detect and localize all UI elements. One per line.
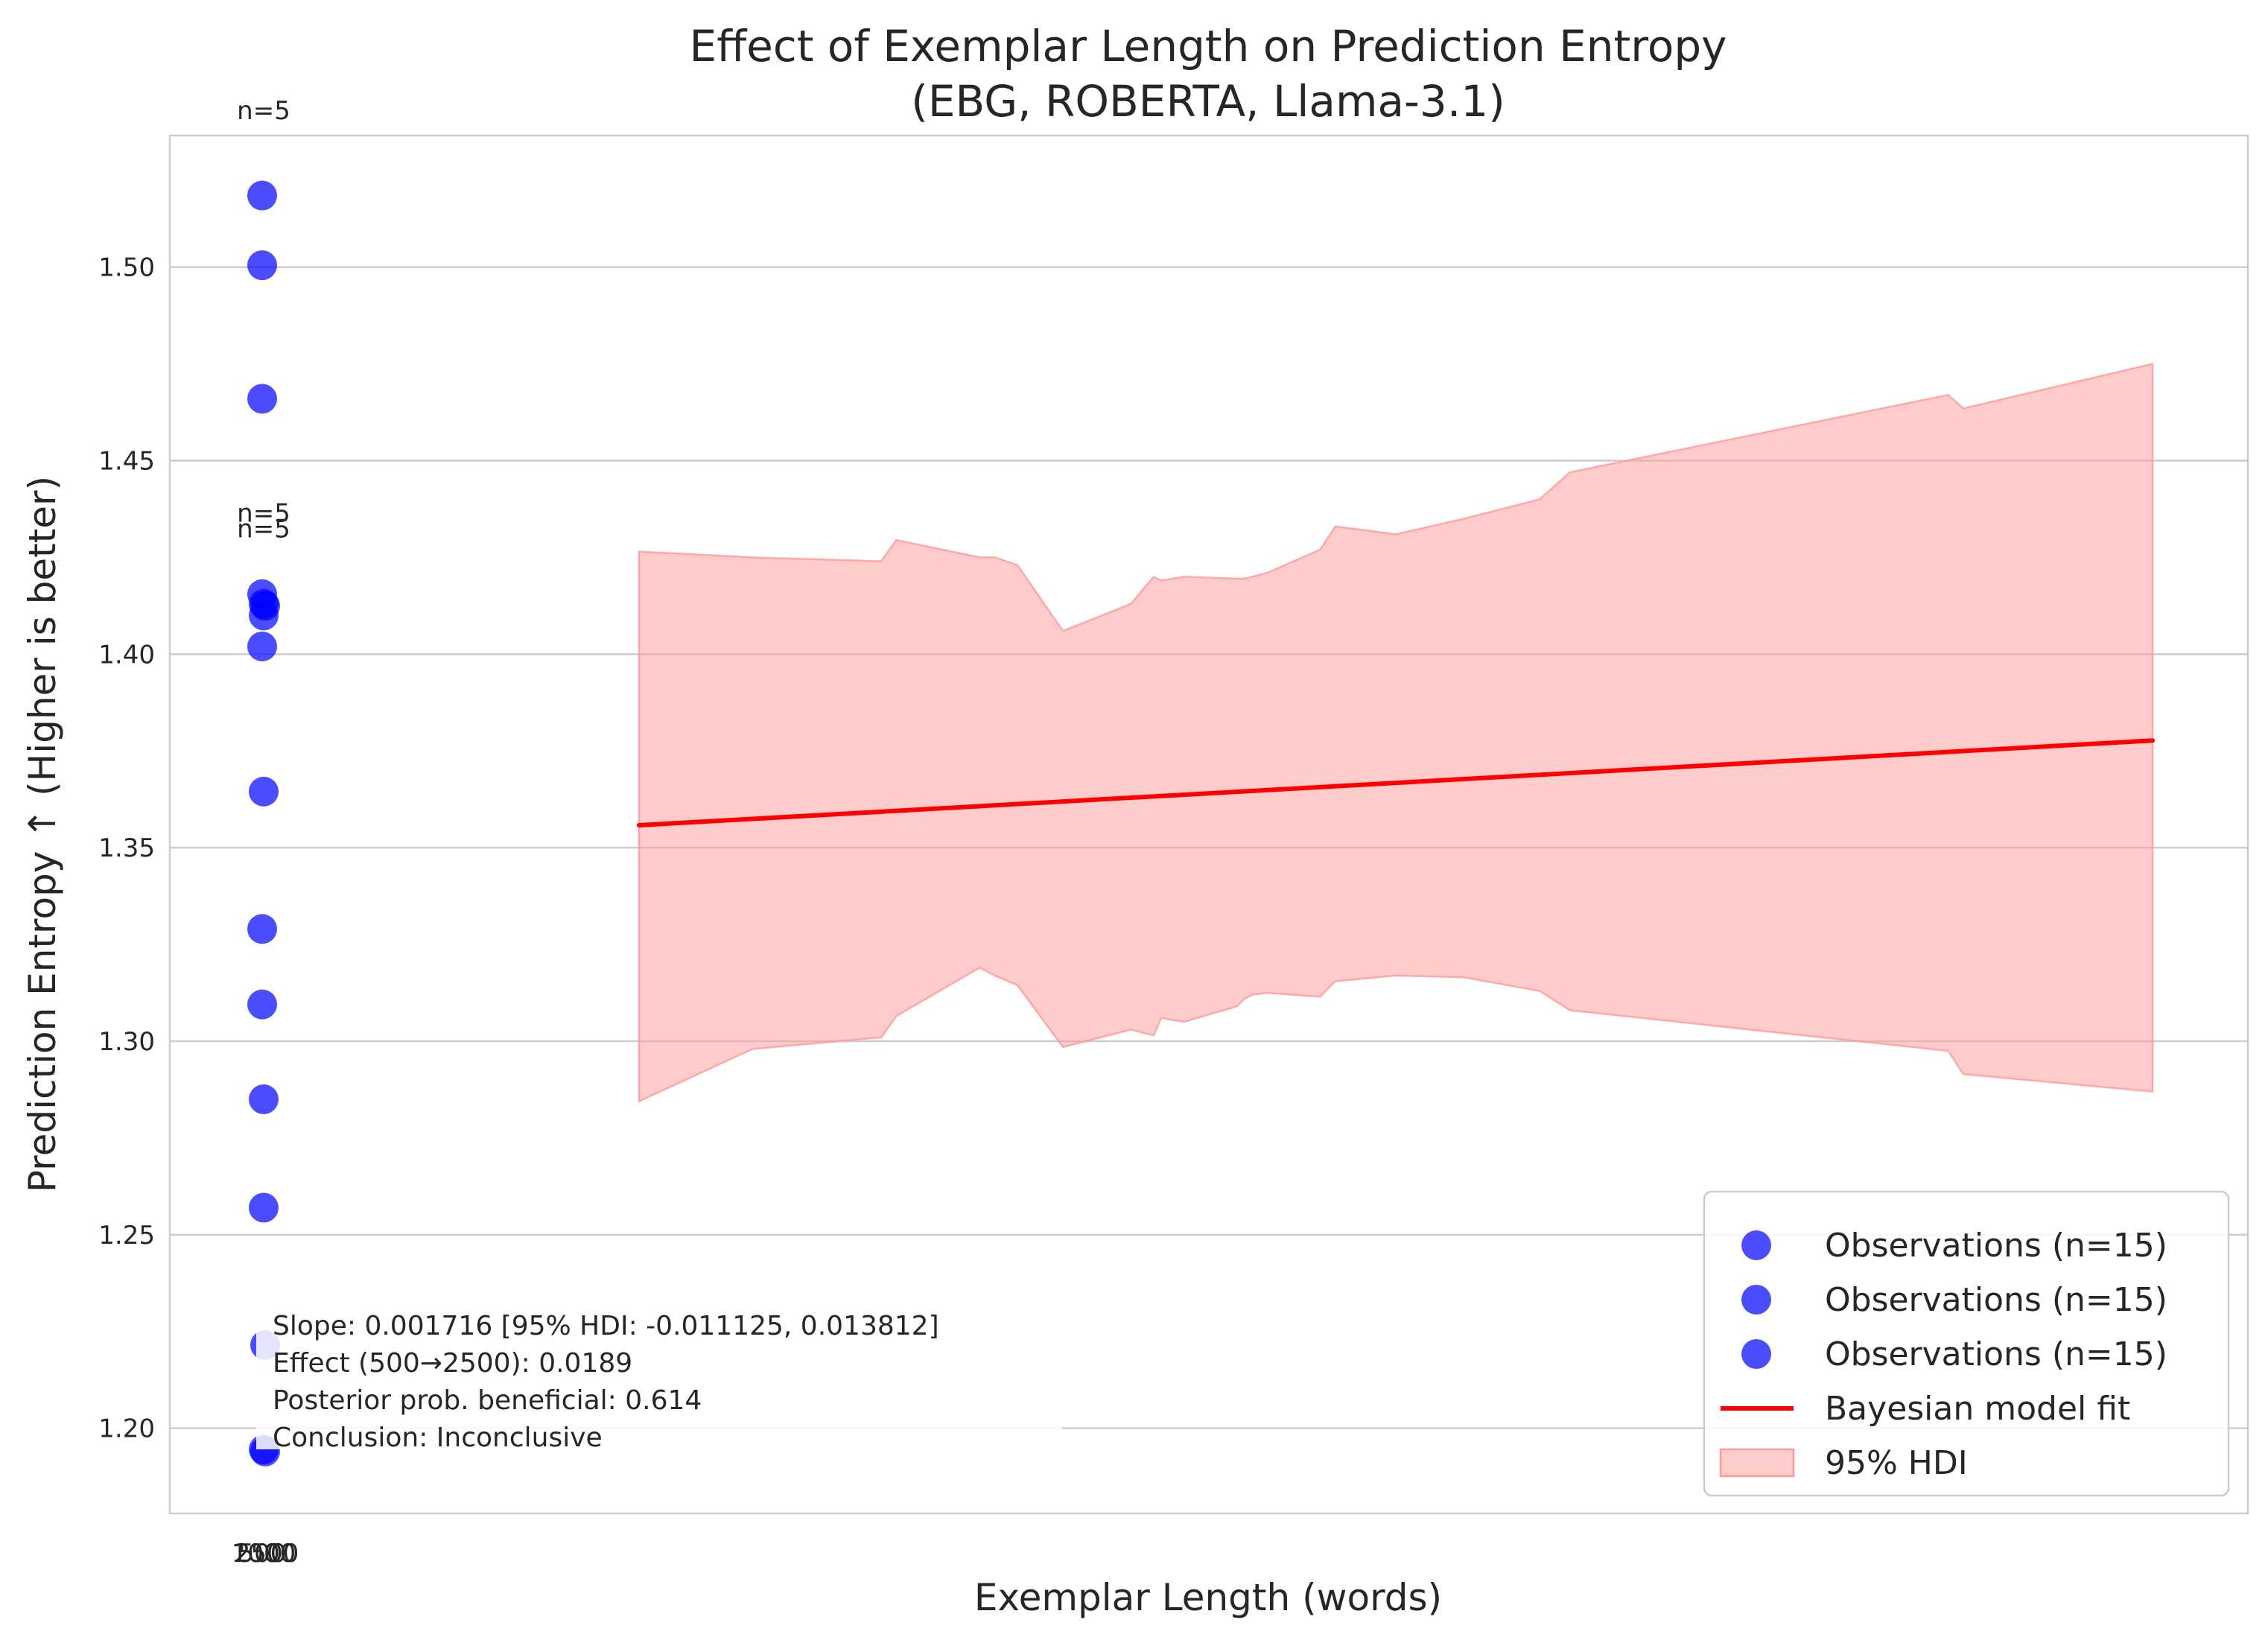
legend: Observations (n=15) Observations (n=15) Ob… (1703, 1190, 2230, 1497)
points-layer (247, 180, 280, 1466)
x-tick-label: 500 (238, 1539, 287, 1569)
y-tick-label: 1.50 (98, 253, 155, 283)
legend-entry-label: Observations (n=15) (1825, 1227, 2167, 1265)
observation-point (247, 384, 277, 414)
legend-entry-label: Observations (n=15) (1825, 1281, 2167, 1319)
observation-point (250, 591, 280, 621)
y-tick-labels: 1.20 1.25 1.30 1.35 1.40 1.45 1.50 (98, 253, 155, 1444)
stats-line: Posterior prob. beneficial: 0.614 (273, 1385, 702, 1416)
observation-point (249, 1084, 279, 1114)
hdi-band (638, 363, 2154, 1103)
legend-observation-marker (1741, 1339, 1771, 1369)
stats-box-background (256, 1302, 1062, 1449)
y-tick-label: 1.45 (98, 447, 155, 477)
chart-title-line-1: Effect of Exemplar Length on Prediction … (690, 21, 1727, 71)
group-count-label: n=5 (237, 499, 290, 529)
group-count-label: n=5 (237, 96, 290, 126)
group-count-label: n=5 (237, 514, 290, 544)
hdi-layer (638, 363, 2154, 1103)
y-tick-label: 1.20 (98, 1414, 155, 1444)
observation-point (247, 180, 277, 211)
legend-box (1703, 1190, 2230, 1497)
observation-point (249, 776, 279, 807)
observation-point (249, 1192, 279, 1223)
x-tick-label: 1000 (232, 1539, 296, 1569)
stats-line: Conclusion: Inconclusive (273, 1423, 603, 1453)
model-fit-line (637, 738, 2155, 828)
legend-entry-label: 95% HDI (1825, 1444, 1968, 1482)
y-axis-label: Prediction Entropy ↑ (Higher is better) (21, 476, 64, 1192)
y-tick-label: 1.40 (98, 640, 155, 670)
plot-frame (168, 134, 2249, 1515)
observation-point (247, 250, 277, 281)
observation-point (247, 989, 277, 1020)
fit-layer (637, 738, 2155, 828)
legend-entry-label: Observations (n=15) (1825, 1335, 2167, 1373)
stats-line: Slope: 0.001716 [95% HDI: -0.011125, 0.0… (273, 1311, 939, 1341)
chart-title-line-2: (EBG, ROBERTA, Llama-3.1) (911, 76, 1505, 127)
stats-line: Effect (500→2500): 0.0189 (273, 1348, 632, 1379)
legend-observation-marker (1741, 1230, 1771, 1260)
x-tick-label: 2500 (235, 1539, 299, 1569)
y-tick-label: 1.25 (98, 1221, 155, 1250)
observation-point (247, 631, 277, 661)
y-tick-label: 1.30 (98, 1027, 155, 1057)
x-axis-label: Exemplar Length (words) (974, 1576, 1442, 1619)
observation-point (247, 914, 277, 944)
legend-observation-marker (1741, 1285, 1771, 1315)
legend-hdi-swatch (1719, 1448, 1795, 1478)
legend-entry-label: Bayesian model fit (1825, 1390, 2130, 1428)
annotation-layer: n=5n=5n=5 (237, 96, 290, 544)
y-tick-label: 1.35 (98, 833, 155, 863)
stats-layer: Slope: 0.001716 [95% HDI: -0.011125, 0.0… (256, 1302, 1062, 1453)
